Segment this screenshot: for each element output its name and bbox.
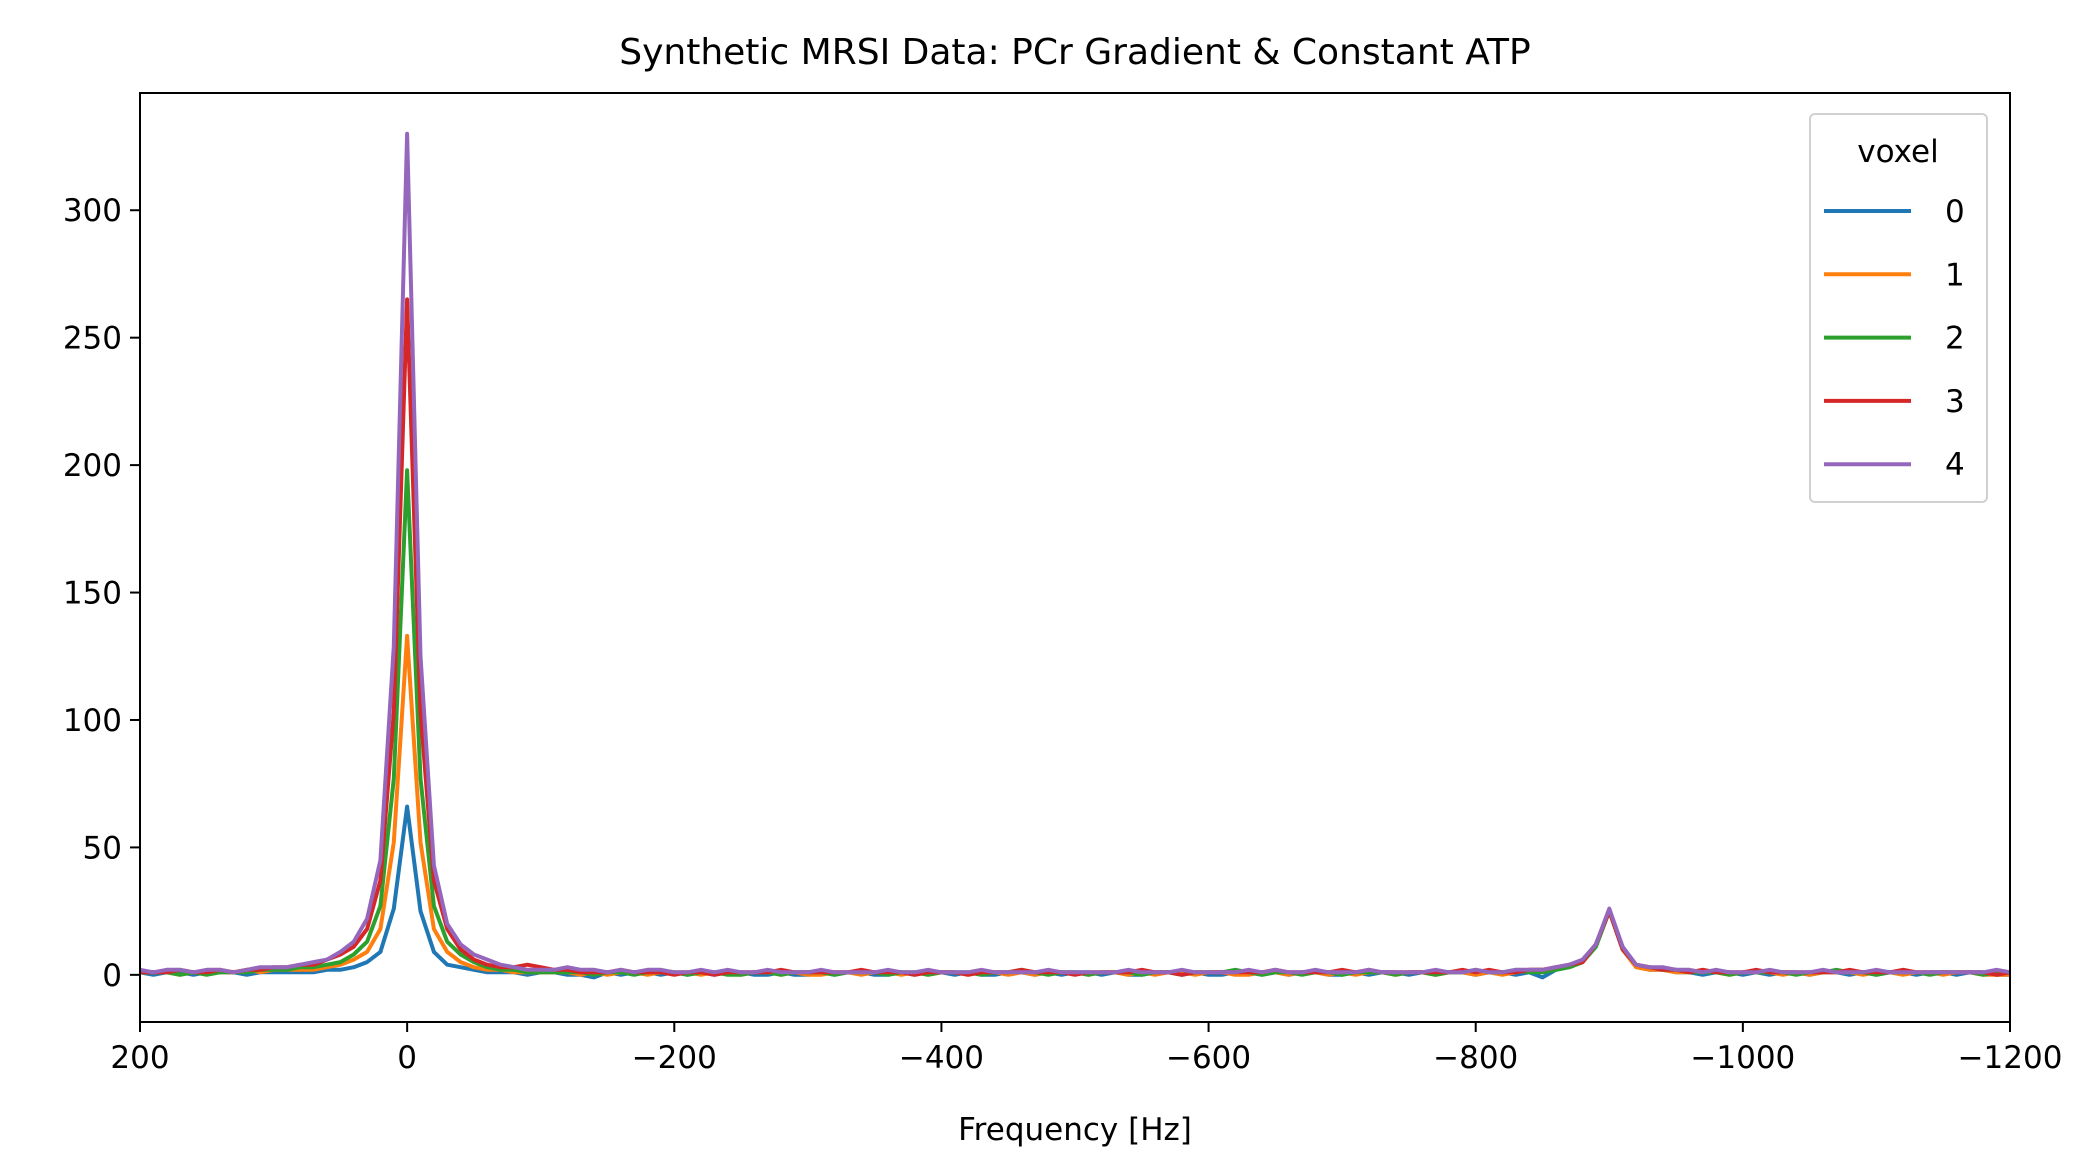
legend-entry-1: 1 bbox=[1824, 257, 1965, 293]
x-tick-label: 0 bbox=[397, 1040, 417, 1076]
legend-label: 3 bbox=[1945, 384, 1965, 420]
x-tick-label: −1000 bbox=[1690, 1040, 1795, 1076]
y-tick-label: 0 bbox=[102, 958, 122, 994]
y-tick-label: 100 bbox=[63, 703, 122, 739]
legend-label: 4 bbox=[1945, 447, 1965, 483]
y-tick-label: 150 bbox=[63, 576, 122, 612]
legend: voxel 0 1 2 3 4 bbox=[1809, 113, 1988, 503]
plot-frame bbox=[139, 92, 2011, 1023]
legend-label: 0 bbox=[1945, 194, 1965, 230]
x-tick-label: −400 bbox=[899, 1040, 984, 1076]
legend-title: voxel bbox=[1857, 134, 1938, 170]
chart-title: Synthetic MRSI Data: PCr Gradient & Cons… bbox=[619, 32, 1530, 73]
legend-entry-0: 0 bbox=[1824, 194, 1965, 230]
x-tick-label: −800 bbox=[1433, 1040, 1518, 1076]
y-tick-label: 300 bbox=[63, 193, 122, 229]
x-axis-label: Frequency [Hz] bbox=[958, 1112, 1192, 1148]
x-tick-label: −600 bbox=[1166, 1040, 1251, 1076]
y-tick-label: 250 bbox=[63, 321, 122, 357]
y-tick-label: 50 bbox=[83, 830, 122, 866]
legend-label: 1 bbox=[1945, 257, 1965, 293]
x-tick-label: 200 bbox=[110, 1040, 169, 1076]
series-line-4 bbox=[140, 131, 2010, 975]
y-axis: 0 50 100 150 200 250 300 bbox=[63, 193, 140, 994]
series-layer bbox=[140, 131, 2010, 980]
legend-entry-4: 4 bbox=[1824, 447, 1965, 483]
x-tick-label: −1200 bbox=[1958, 1040, 2063, 1076]
legend-entry-2: 2 bbox=[1824, 321, 1965, 357]
x-tick-label: −200 bbox=[632, 1040, 717, 1076]
legend-box bbox=[1809, 113, 1988, 503]
legend-label: 2 bbox=[1945, 321, 1965, 357]
legend-entry-3: 3 bbox=[1824, 384, 1965, 420]
x-axis: 200 0 −200 −400 −600 −800 −1000 −1200 bbox=[110, 1022, 2062, 1076]
y-tick-label: 200 bbox=[63, 448, 122, 484]
